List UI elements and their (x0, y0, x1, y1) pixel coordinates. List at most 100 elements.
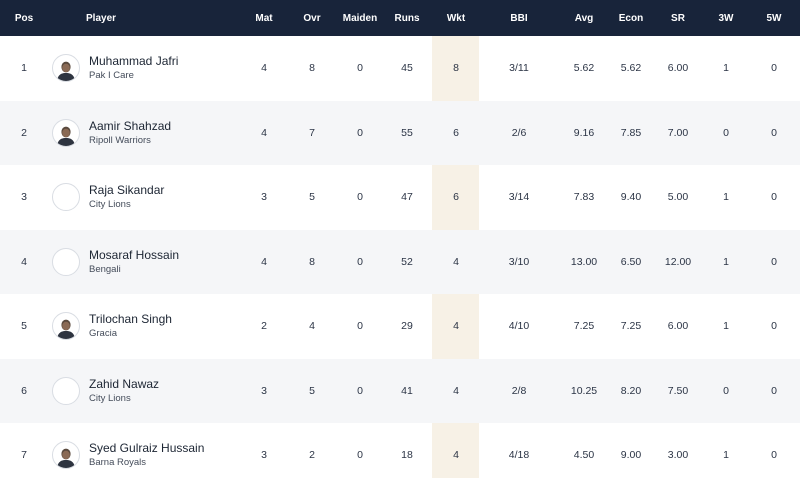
runs-cell: 47 (401, 191, 413, 204)
empty-avatar-icon (52, 247, 80, 276)
avatar (52, 54, 80, 83)
3w-cell: 1 (723, 62, 729, 75)
table-row[interactable]: 3 Raja Sikandar City Lions 3 5 0 47 6 3/… (0, 165, 800, 230)
pos-cell: 6 (21, 384, 27, 397)
wkt-cell: 4 (453, 384, 459, 397)
player-name[interactable]: Syed Gulraiz Hussain (89, 441, 205, 456)
wkt-cell: 4 (453, 449, 459, 462)
player-name[interactable]: Aamir Shahzad (89, 118, 172, 133)
table-row[interactable]: 7 Syed Gulraiz Hussain Barna Royals 3 2 … (0, 423, 800, 488)
player-team: Pak I Care (89, 70, 134, 82)
col-header-3w[interactable]: 3W (718, 12, 734, 24)
mat-cell: 3 (261, 449, 267, 462)
player-team: City Lions (89, 199, 131, 211)
player-name[interactable]: Muhammad Jafri (89, 54, 179, 69)
sr-cell: 12.00 (664, 255, 692, 268)
pos-cell: 1 (21, 62, 27, 75)
maiden-cell: 0 (357, 126, 363, 139)
runs-cell: 29 (401, 320, 413, 333)
wkt-cell: 6 (453, 191, 459, 204)
col-header-avg[interactable]: Avg (574, 12, 594, 24)
table-row[interactable]: 4 Mosaraf Hossain Bengali 4 8 0 52 4 3/1… (0, 229, 800, 295)
pos-cell: 4 (21, 255, 27, 268)
col-header-maiden[interactable]: Maiden (342, 12, 378, 24)
bbi-cell: 3/14 (508, 191, 530, 204)
player-cell[interactable]: Muhammad Jafri Pak I Care (52, 36, 252, 101)
player-photo-icon (57, 61, 75, 82)
ovr-cell: 5 (309, 191, 315, 204)
table-row[interactable]: 2 Aamir Shahzad Ripoll Warriors 4 7 0 55… (0, 100, 800, 166)
col-header-5w[interactable]: 5W (766, 12, 782, 24)
player-team: Gracia (89, 328, 117, 340)
maiden-cell: 0 (357, 255, 363, 268)
player-cell[interactable]: Mosaraf Hossain Bengali (52, 230, 252, 295)
5w-cell: 0 (771, 191, 777, 204)
ovr-cell: 8 (309, 255, 315, 268)
5w-cell: 0 (771, 384, 777, 397)
player-name[interactable]: Trilochan Singh (89, 312, 172, 327)
col-header-player[interactable]: Player (86, 12, 117, 24)
table-row[interactable]: 5 Trilochan Singh Gracia 2 4 0 29 4 4/10… (0, 294, 800, 359)
3w-cell: 1 (723, 255, 729, 268)
col-header-econ[interactable]: Econ (618, 12, 644, 24)
col-header-bbi[interactable]: BBI (510, 12, 528, 24)
table-row[interactable]: 1 Muhammad Jafri Pak I Care 4 8 0 45 8 3… (0, 36, 800, 101)
col-header-mat[interactable]: Mat (255, 12, 273, 24)
player-team: Ripoll Warriors (89, 134, 151, 146)
3w-cell: 1 (723, 449, 729, 462)
bbi-cell: 4/18 (508, 449, 530, 462)
bbi-cell: 3/11 (509, 62, 529, 75)
sr-cell: 6.00 (667, 62, 689, 75)
ovr-cell: 5 (309, 384, 315, 397)
avg-cell: 4.50 (573, 449, 595, 462)
col-header-pos[interactable]: Pos (14, 12, 34, 24)
wkt-cell: 4 (453, 320, 459, 333)
player-name[interactable]: Zahid Nawaz (89, 376, 160, 391)
ovr-cell: 7 (309, 126, 315, 139)
runs-cell: 52 (401, 255, 413, 268)
bowling-stats-table: Pos Player Mat Ovr Maiden Runs Wkt BBI A… (0, 0, 800, 478)
runs-cell: 55 (401, 126, 413, 139)
player-cell[interactable]: Zahid Nawaz City Lions (52, 359, 252, 424)
avg-cell: 7.83 (573, 191, 595, 204)
player-name[interactable]: Raja Sikandar (89, 183, 165, 198)
maiden-cell: 0 (357, 62, 363, 75)
econ-cell: 8.20 (620, 384, 642, 397)
player-photo-icon (57, 448, 75, 469)
avg-cell: 7.25 (573, 320, 595, 333)
econ-cell: 7.85 (620, 126, 642, 139)
col-header-ovr[interactable]: Ovr (303, 12, 321, 24)
5w-cell: 0 (771, 62, 777, 75)
col-header-wkt[interactable]: Wkt (446, 12, 466, 24)
3w-cell: 0 (723, 384, 729, 397)
player-name[interactable]: Mosaraf Hossain (89, 247, 180, 262)
empty-avatar-icon (52, 183, 80, 212)
mat-cell: 3 (261, 191, 267, 204)
col-header-sr[interactable]: SR (671, 12, 685, 24)
econ-cell: 7.25 (620, 320, 642, 333)
player-team: Bengali (89, 263, 121, 275)
table-body: 1 Muhammad Jafri Pak I Care 4 8 0 45 8 3… (0, 36, 800, 488)
5w-cell: 0 (771, 255, 777, 268)
player-cell[interactable]: Syed Gulraiz Hussain Barna Royals (52, 423, 252, 488)
sr-cell: 7.50 (667, 384, 689, 397)
pos-cell: 7 (21, 449, 27, 462)
econ-cell: 5.62 (620, 62, 642, 75)
table-row[interactable]: 6 Zahid Nawaz City Lions 3 5 0 41 4 2/8 … (0, 358, 800, 424)
runs-cell: 45 (401, 62, 413, 75)
player-cell[interactable]: Trilochan Singh Gracia (52, 294, 252, 359)
5w-cell: 0 (771, 320, 777, 333)
mat-cell: 3 (261, 384, 267, 397)
player-cell[interactable]: Raja Sikandar City Lions (52, 165, 252, 230)
pos-cell: 2 (21, 126, 27, 139)
player-photo-icon (57, 126, 75, 146)
player-cell[interactable]: Aamir Shahzad Ripoll Warriors (52, 101, 252, 166)
3w-cell: 0 (723, 126, 729, 139)
wkt-cell: 8 (453, 62, 459, 75)
avatar (52, 441, 80, 470)
maiden-cell: 0 (357, 191, 363, 204)
col-header-runs[interactable]: Runs (394, 12, 420, 24)
econ-cell: 9.00 (620, 449, 642, 462)
avg-cell: 13.00 (570, 255, 598, 268)
mat-cell: 4 (261, 126, 267, 139)
